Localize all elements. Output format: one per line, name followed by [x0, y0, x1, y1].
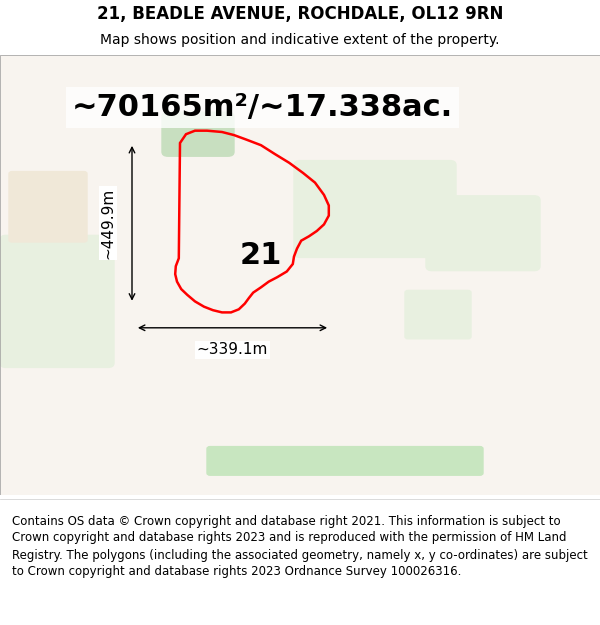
FancyBboxPatch shape [207, 447, 483, 475]
Text: ~449.9m: ~449.9m [101, 188, 115, 259]
Text: ~70165m²/~17.338ac.: ~70165m²/~17.338ac. [72, 93, 453, 122]
Text: Contains OS data © Crown copyright and database right 2021. This information is : Contains OS data © Crown copyright and d… [12, 514, 588, 579]
Text: ~339.1m: ~339.1m [197, 342, 268, 357]
FancyBboxPatch shape [294, 161, 456, 258]
FancyBboxPatch shape [162, 112, 234, 156]
Text: 21, BEADLE AVENUE, ROCHDALE, OL12 9RN: 21, BEADLE AVENUE, ROCHDALE, OL12 9RN [97, 5, 503, 22]
FancyBboxPatch shape [0, 236, 114, 368]
FancyBboxPatch shape [426, 196, 540, 271]
Text: Map shows position and indicative extent of the property.: Map shows position and indicative extent… [100, 32, 500, 47]
FancyBboxPatch shape [405, 291, 471, 339]
FancyBboxPatch shape [9, 172, 87, 242]
Text: 21: 21 [240, 241, 282, 270]
